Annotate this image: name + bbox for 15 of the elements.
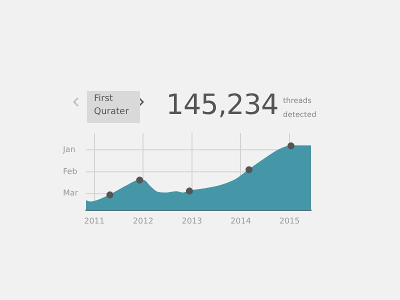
x-tick-label: 2014 bbox=[230, 216, 251, 226]
text: First Qurater bbox=[87, 91, 140, 123]
ref-line-label: Mar bbox=[63, 188, 79, 198]
point bbox=[287, 142, 294, 150]
point bbox=[246, 166, 253, 174]
x-tick-label: 2011 bbox=[84, 216, 104, 226]
x-tick-label: 2015 bbox=[279, 216, 300, 226]
point bbox=[106, 191, 114, 198]
ref-line-label: Jan bbox=[62, 144, 76, 154]
text: 145,234 bbox=[166, 88, 278, 121]
x-tick-label: 2013 bbox=[182, 216, 202, 226]
x-tick-label: 2012 bbox=[132, 216, 154, 226]
ref-line-label: Feb bbox=[63, 166, 78, 176]
point bbox=[136, 176, 144, 184]
point bbox=[186, 188, 193, 195]
